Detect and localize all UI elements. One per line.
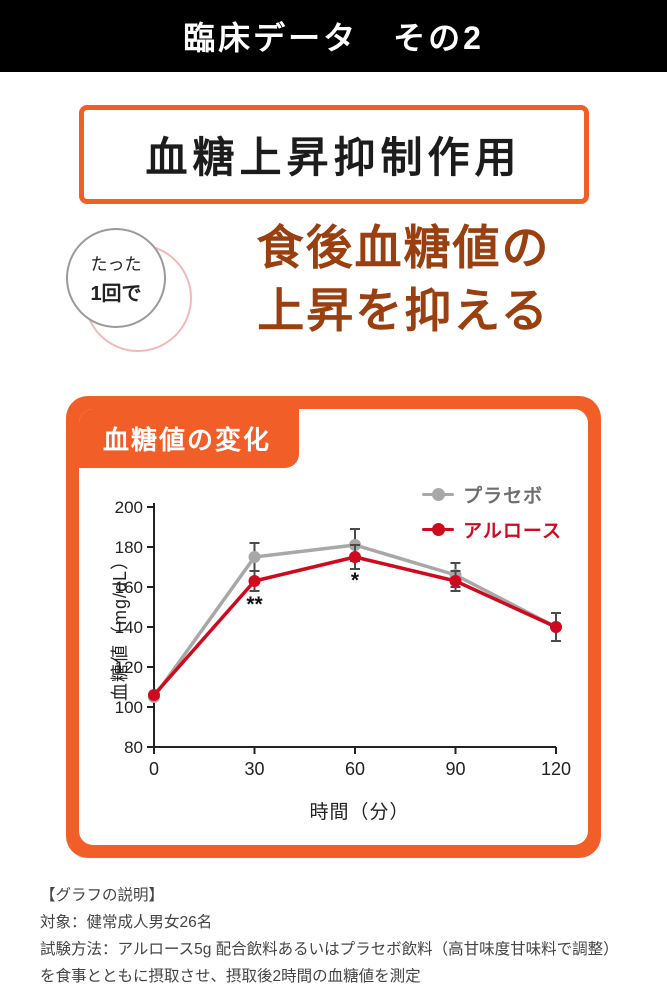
y-tick-label: 200 [114,498,142,517]
chart-title-badge: 血糖値の変化 [79,409,300,468]
headline-line2: 上昇を抑える [257,286,550,339]
notes: 【グラフの説明】 対象：健常成人男女26名 試験方法：アルロース5g 配合飲料あ… [40,882,627,991]
x-tick-label: 0 [148,759,158,779]
chart-title-label: 血糖値の変化 [103,425,272,455]
y-axis-label: 血糖値（mg/dL） [110,550,130,702]
x-tick-label: 120 [540,759,570,779]
y-tick-label: 140 [114,618,142,637]
title-box: 血糖上昇抑制作用 [78,105,589,204]
legend-label: プラセボ [463,486,544,507]
notes-heading: 【グラフの説明】 [40,887,165,904]
y-tick-label: 80 [124,738,143,757]
notes-method: 試験方法：アルロース5g 配合飲料あるいはプラセボ飲料（高甘味度甘味料で調整）を… [40,941,619,986]
x-tick-label: 60 [344,759,364,779]
chart-panel: 血糖値の変化 プラセボアルロース 血糖値（mg/dL） 80 100 120 140 1… [66,396,601,858]
x-tick-label: 30 [244,759,264,779]
bubble-text-line2: 1回で [90,283,142,305]
x-tick-label: 90 [445,759,465,779]
headline-text: 食後血糖値の 上昇を抑える [150,218,657,345]
y-tick-label: 180 [114,538,142,557]
y-tick-label: 120 [114,658,142,677]
x-axis-label: 時間（分） [309,802,410,823]
y-tick-label: 100 [114,698,142,717]
headline-line1: 食後血糖値の [256,223,551,275]
annotation: ** [246,593,263,616]
chart-card: 血糖値の変化 プラセボアルロース 血糖値（mg/dL） 80 100 120 140 1… [79,409,588,845]
data-point [248,551,260,563]
notes-subjects: 対象：健常成人男女26名 [40,914,213,932]
legend-marker [422,523,455,536]
bubble-text-line1: たった [90,255,142,274]
legend-marker [422,488,455,501]
legend-label: アルロース [463,521,562,542]
data-point [549,621,562,633]
data-point [348,551,361,563]
chart-area: 血糖値（mg/dL） 80 100 120 140 160 180 200 0 30 60 90 12… [87,495,586,824]
data-point [449,575,461,587]
data-point [147,689,160,701]
header-bar: 臨床データ その2 [0,0,667,72]
series-アルロース [147,544,562,701]
chart-legend: プラセボ アルロース [422,481,562,543]
legend-item: プラセボ [422,481,562,508]
y-tick-label: 160 [114,578,142,597]
data-point [248,575,260,587]
annotation: * [350,569,359,592]
header-title: 臨床データ その2 [183,20,484,56]
title-box-label: 血糖上昇抑制作用 [145,136,522,182]
headline-section: たった 1回で 食後血糖値の 上昇を抑える [0,212,667,382]
legend-item: アルロース [422,516,562,543]
speech-bubble: たった 1回で [66,228,166,328]
